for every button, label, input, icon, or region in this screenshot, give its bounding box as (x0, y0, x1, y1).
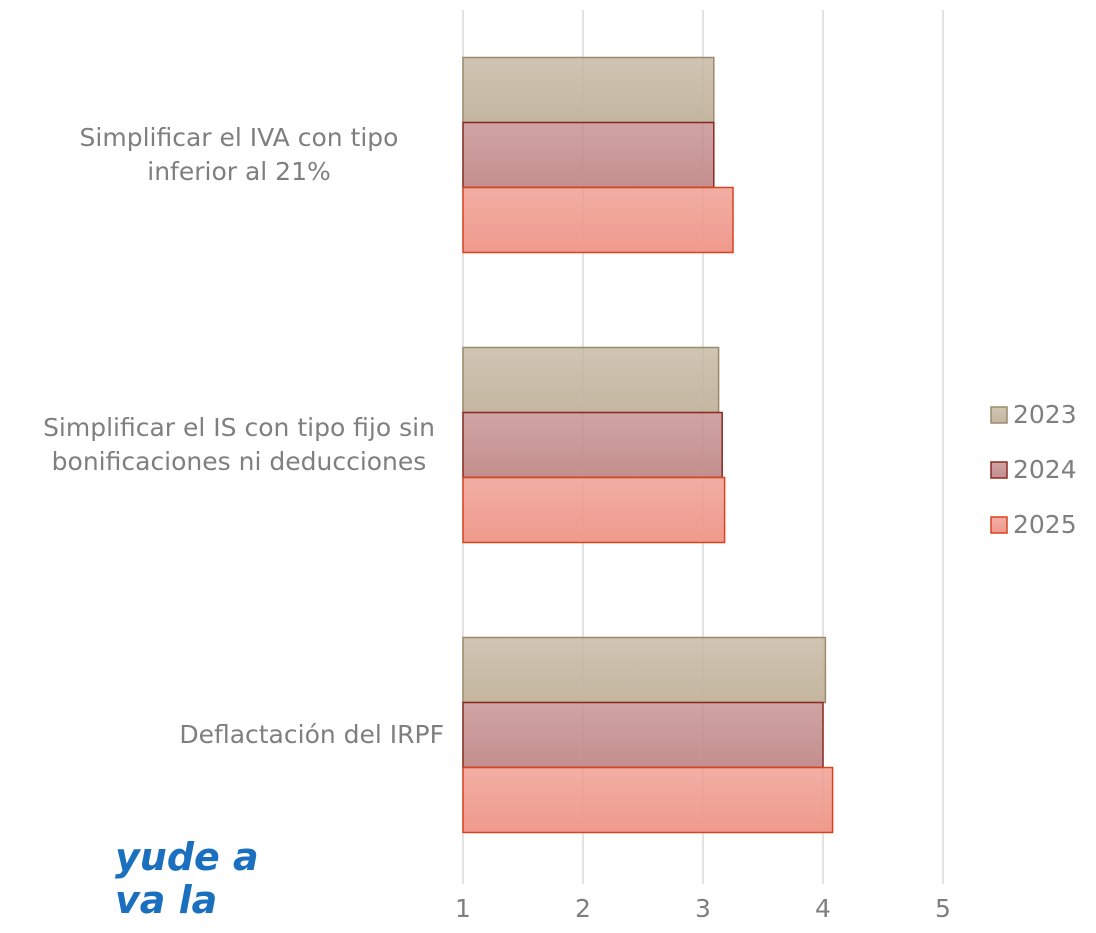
legend-label: 2025 (1013, 510, 1077, 539)
x-tick-label: 4 (815, 894, 831, 923)
category-label: Simplificar el IS con tipo fijo sin boni… (43, 413, 435, 476)
category-label-box: Simplificar el IVA con tipo inferior al … (24, 121, 444, 189)
legend-swatch (990, 461, 1008, 479)
x-tick-label: 2 (575, 894, 591, 923)
bar (462, 346, 720, 414)
category-label: Deflactación del IRPF (179, 720, 444, 749)
bar (462, 411, 723, 479)
category-label-box: Simplificar el IS con tipo fijo sin boni… (24, 411, 444, 479)
x-tick-label: 5 (935, 894, 951, 923)
x-tick-label: 1 (455, 894, 471, 923)
bar (462, 56, 715, 124)
category-label-box: Deflactación del IRPF (24, 718, 444, 752)
bar (462, 766, 834, 834)
annotation: va la (115, 878, 218, 922)
legend-swatch (990, 406, 1008, 424)
bar (462, 186, 734, 254)
bar (462, 636, 827, 704)
legend-label: 2024 (1013, 455, 1077, 484)
category-label: Simplificar el IVA con tipo inferior al … (79, 123, 399, 186)
annotation: yude a (115, 835, 259, 879)
bar (462, 476, 726, 544)
legend-label: 2023 (1013, 400, 1077, 429)
x-tick-label: 3 (695, 894, 711, 923)
bar (462, 701, 824, 769)
legend-swatch (990, 516, 1008, 534)
bar (462, 121, 715, 189)
